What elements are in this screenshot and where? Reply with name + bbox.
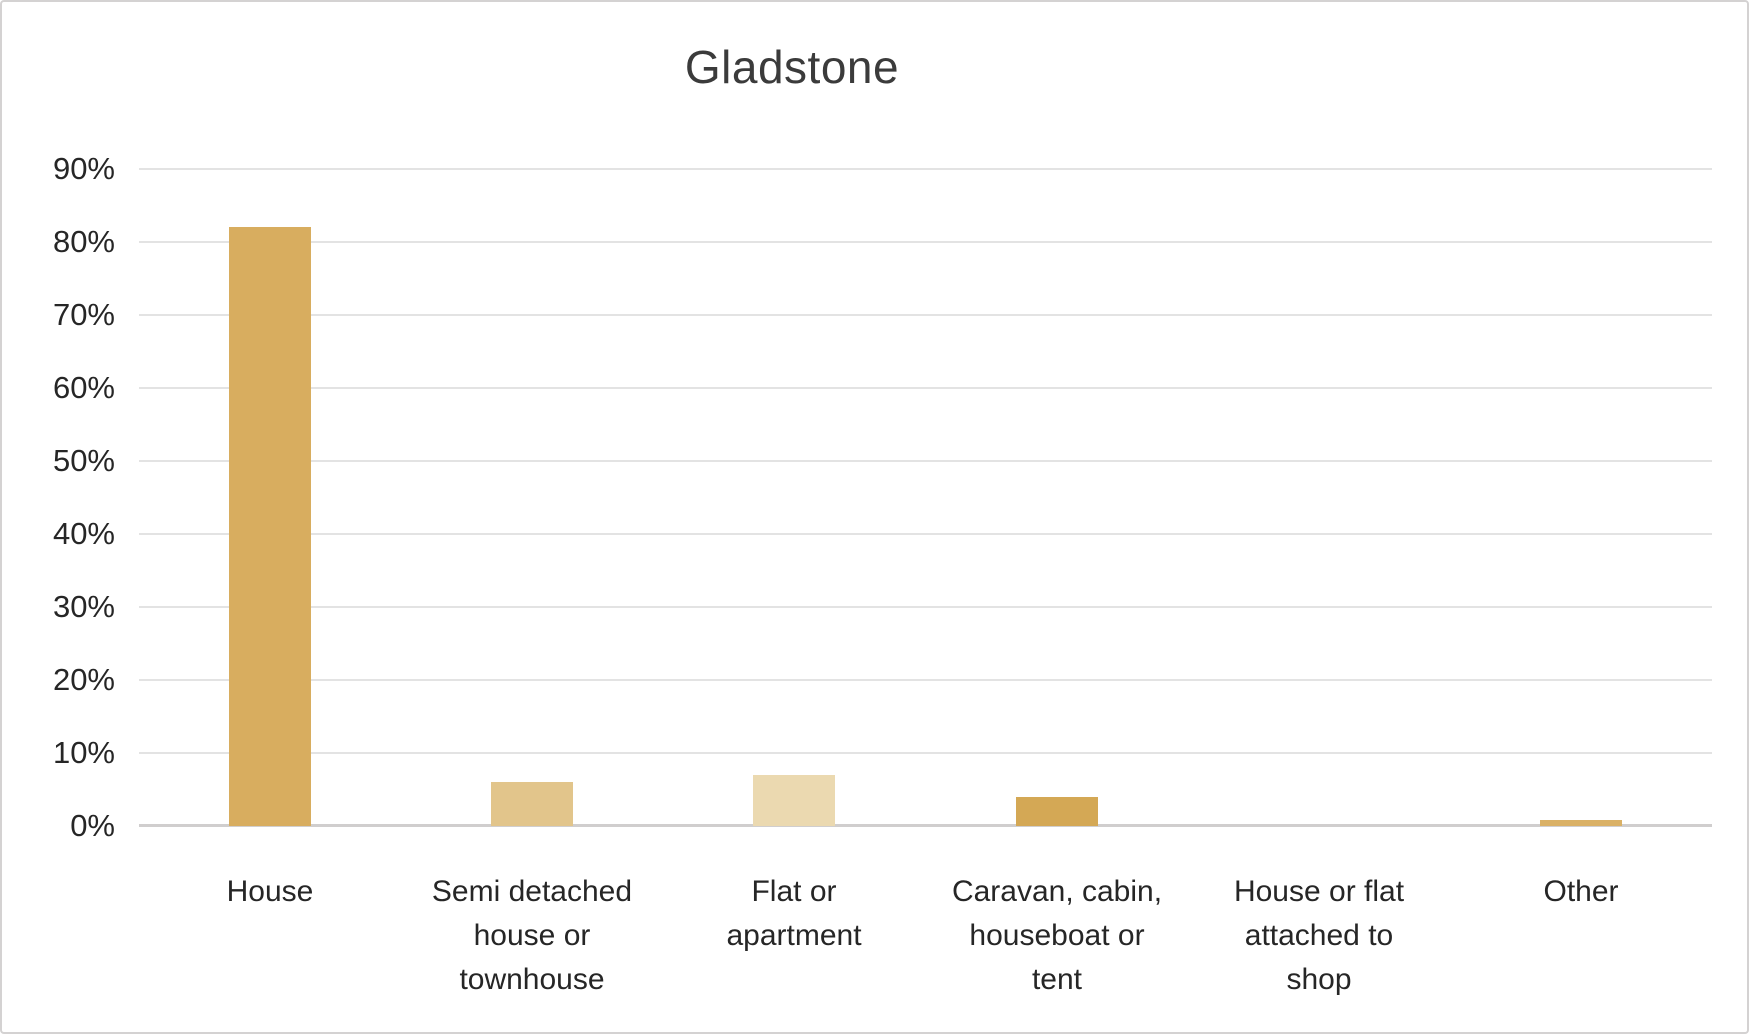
x-category-label-house: House bbox=[226, 875, 314, 908]
gridline-40% bbox=[139, 533, 1712, 535]
gridline-70% bbox=[139, 314, 1712, 316]
x-category-label-semi-detached-house-or-townhouse: Semi detached house or townhouse bbox=[431, 875, 633, 996]
y-tick-label-80%: 80% bbox=[52, 224, 115, 259]
gridline-30% bbox=[139, 606, 1712, 608]
bar-semi-detached-house-or-townhouse bbox=[491, 782, 573, 826]
bar-other bbox=[1540, 820, 1622, 826]
y-tick-label-30%: 30% bbox=[52, 589, 115, 624]
y-tick-label-10%: 10% bbox=[52, 735, 115, 770]
x-category-label-house-or-flat-attached-to-shop: House or flat attached to shop bbox=[1233, 875, 1405, 996]
plot-area bbox=[139, 168, 1712, 827]
gridline-10% bbox=[139, 752, 1712, 754]
gridline-90% bbox=[139, 168, 1712, 170]
x-category-label-caravan-cabin-houseboat-or-tent: Caravan, cabin, houseboat or tent bbox=[951, 875, 1163, 996]
y-tick-label-40%: 40% bbox=[52, 516, 115, 551]
bar-house bbox=[229, 227, 311, 826]
y-tick-label-50%: 50% bbox=[52, 443, 115, 478]
x-category-label-other: Other bbox=[1543, 875, 1619, 908]
y-tick-label-0%: 0% bbox=[70, 808, 115, 843]
y-tick-label-90%: 90% bbox=[52, 151, 115, 186]
x-category-label-flat-or-apartment: Flat or apartment bbox=[726, 875, 862, 952]
y-tick-label-60%: 60% bbox=[52, 370, 115, 405]
gridline-50% bbox=[139, 460, 1712, 462]
y-tick-label-20%: 20% bbox=[52, 662, 115, 697]
bar-caravan-cabin-houseboat-or-tent bbox=[1016, 797, 1098, 826]
x-axis-line bbox=[139, 824, 1712, 827]
gridline-60% bbox=[139, 387, 1712, 389]
gridline-20% bbox=[139, 679, 1712, 681]
y-tick-label-70%: 70% bbox=[52, 297, 115, 332]
gridline-80% bbox=[139, 241, 1712, 243]
bar-flat-or-apartment bbox=[753, 775, 835, 826]
chart-title: Gladstone bbox=[684, 41, 900, 93]
